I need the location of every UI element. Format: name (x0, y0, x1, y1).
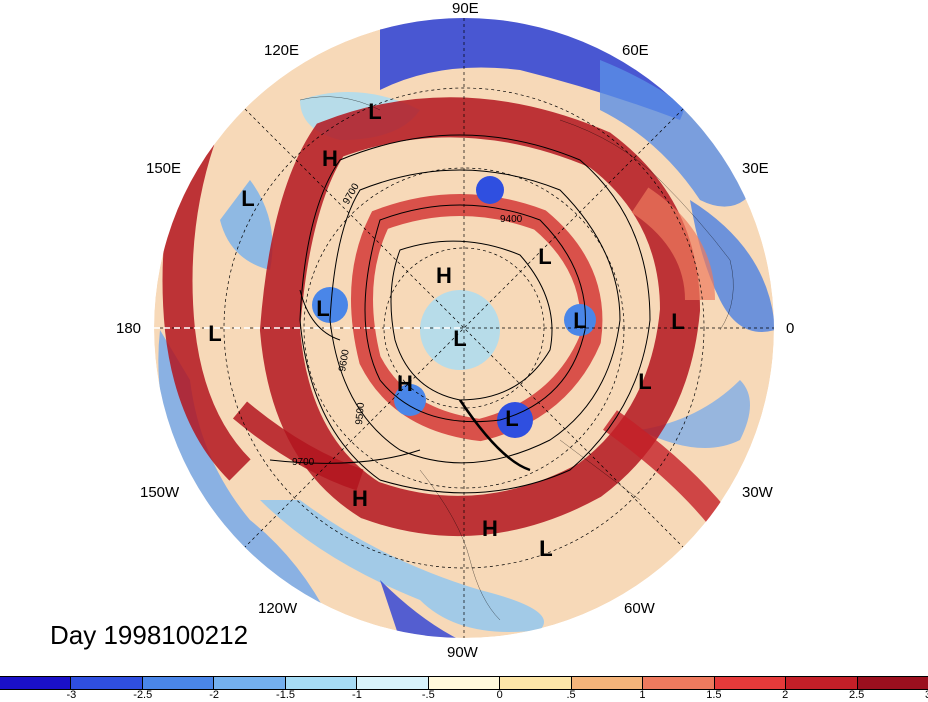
lon-label: 90E (452, 0, 479, 17)
low-pressure-marker: L (539, 536, 552, 561)
colorbar-swatch (213, 677, 285, 689)
colorbar-swatch (141, 677, 214, 689)
lon-label: 30W (742, 484, 773, 501)
coastlines (299, 96, 734, 621)
colorbar-tick-label: 2 (782, 689, 789, 701)
colorbar-swatch (499, 677, 571, 689)
lon-label: 180 (116, 320, 142, 337)
lon-label: 90W (447, 644, 478, 661)
low-pressure-marker: L (573, 308, 586, 333)
geopotential-contours (269, 134, 651, 494)
low-pressure-marker: L (538, 244, 551, 269)
lon-label: 120W (258, 600, 298, 617)
colorbar-swatch (642, 677, 714, 689)
low-pressure-marker: L (505, 406, 518, 431)
colorbar-swatch (0, 677, 71, 689)
high-pressure-marker: H (436, 263, 452, 288)
colorbar-tick-label: .5 (566, 689, 576, 701)
colorbar-tick-label: -1.5 (276, 689, 296, 701)
colorbar-swatch (356, 677, 428, 689)
colorbar-swatch (427, 677, 500, 689)
lon-label: 60W (624, 600, 655, 617)
contour-label: 9500 (354, 402, 367, 426)
colorbar-tick-label: 1 (639, 689, 646, 701)
lon-label: 30E (742, 160, 769, 177)
lon-label: 0 (786, 320, 795, 337)
colorbar-tick-label: -2 (209, 689, 220, 701)
colorbar-swatch (713, 677, 786, 689)
low-pressure-marker: L (638, 369, 651, 394)
colorbar (0, 676, 928, 690)
lon-label: 150W (140, 484, 180, 501)
colorbar-tick-label: -1 (352, 689, 362, 701)
high-pressure-marker: H (397, 371, 413, 396)
colorbar-tick-label: 2.5 (848, 689, 865, 701)
lon-label: 120E (264, 42, 300, 59)
colorbar-tick-label: -2.5 (133, 689, 153, 701)
low-pressure-marker: L (316, 296, 329, 321)
low-pressure-marker: L (208, 321, 221, 346)
colorbar-tick-label: 0 (496, 689, 503, 701)
colorbar-tick-label: 1.5 (706, 689, 722, 701)
colorbar-swatch (70, 677, 142, 689)
high-pressure-marker: H (482, 516, 498, 541)
contour-label: 9600 (337, 348, 352, 372)
high-pressure-marker: H (352, 486, 368, 511)
low-pressure-marker: L (241, 186, 254, 211)
colorbar-swatch (785, 677, 857, 689)
high-pressure-marker: H (322, 146, 338, 171)
low-pressure-marker: L (671, 309, 684, 334)
colorbar-tick-label: -3 (66, 689, 77, 701)
low-pressure-marker: L (368, 99, 381, 124)
colorbar-tick-label: -.5 (421, 689, 435, 701)
colorbar-swatch (856, 677, 928, 689)
lon-label: 150E (146, 160, 182, 177)
contour-label: 9700 (292, 457, 315, 468)
contour-label: 9400 (500, 214, 523, 225)
low-pressure-marker: L (539, 536, 552, 561)
date-label: Day 1998100212 (50, 620, 249, 650)
colorbar-swatch (284, 677, 357, 689)
colorbar-tick-label: 3 (925, 689, 928, 701)
lon-label: 60E (622, 42, 649, 59)
low-pressure-marker: L (453, 326, 466, 351)
colorbar-swatch (570, 677, 643, 689)
